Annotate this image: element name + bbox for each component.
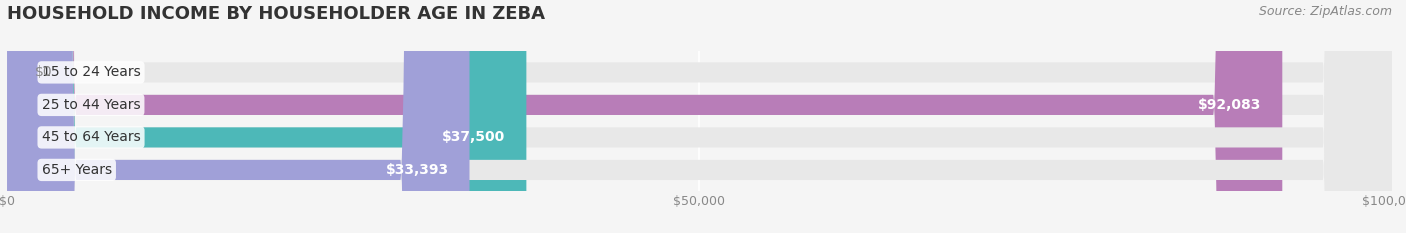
Text: $92,083: $92,083 [1198,98,1261,112]
Text: $33,393: $33,393 [385,163,449,177]
Text: $0: $0 [35,65,52,79]
Text: 25 to 44 Years: 25 to 44 Years [42,98,141,112]
FancyBboxPatch shape [7,0,1392,233]
Text: Source: ZipAtlas.com: Source: ZipAtlas.com [1258,5,1392,18]
Text: 15 to 24 Years: 15 to 24 Years [42,65,141,79]
Text: 45 to 64 Years: 45 to 64 Years [42,130,141,144]
FancyBboxPatch shape [7,0,526,233]
FancyBboxPatch shape [7,0,1282,233]
FancyBboxPatch shape [7,0,1392,233]
Text: 65+ Years: 65+ Years [42,163,112,177]
FancyBboxPatch shape [7,0,470,233]
Text: $37,500: $37,500 [443,130,506,144]
FancyBboxPatch shape [7,0,1392,233]
Text: HOUSEHOLD INCOME BY HOUSEHOLDER AGE IN ZEBA: HOUSEHOLD INCOME BY HOUSEHOLDER AGE IN Z… [7,5,546,23]
FancyBboxPatch shape [7,0,1392,233]
